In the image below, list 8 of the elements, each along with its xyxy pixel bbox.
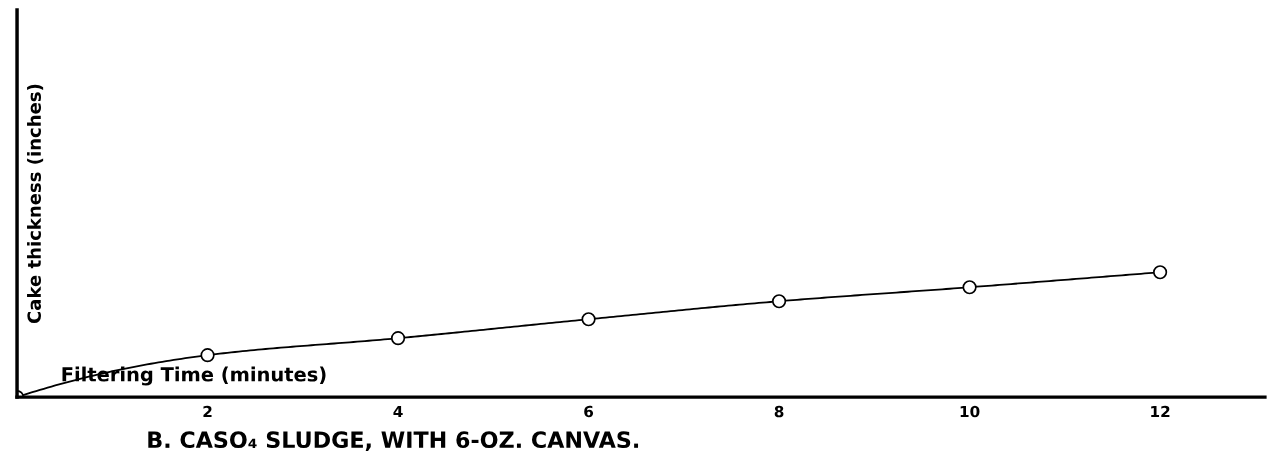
x-tick-label: 6: [584, 405, 594, 418]
x-tick-label: 10: [960, 405, 980, 418]
x-tick-label: 8: [774, 405, 784, 418]
x-tick-label: 4: [393, 405, 403, 418]
text: B. CASO₄ SLUDGE, WITH 6-OZ. CANVAS.: [148, 431, 639, 451]
y-axis-title: Cake thickness (inches): [27, 84, 44, 324]
x-tick-label: 2: [203, 405, 212, 418]
x-tick-label: 12: [1151, 405, 1170, 418]
